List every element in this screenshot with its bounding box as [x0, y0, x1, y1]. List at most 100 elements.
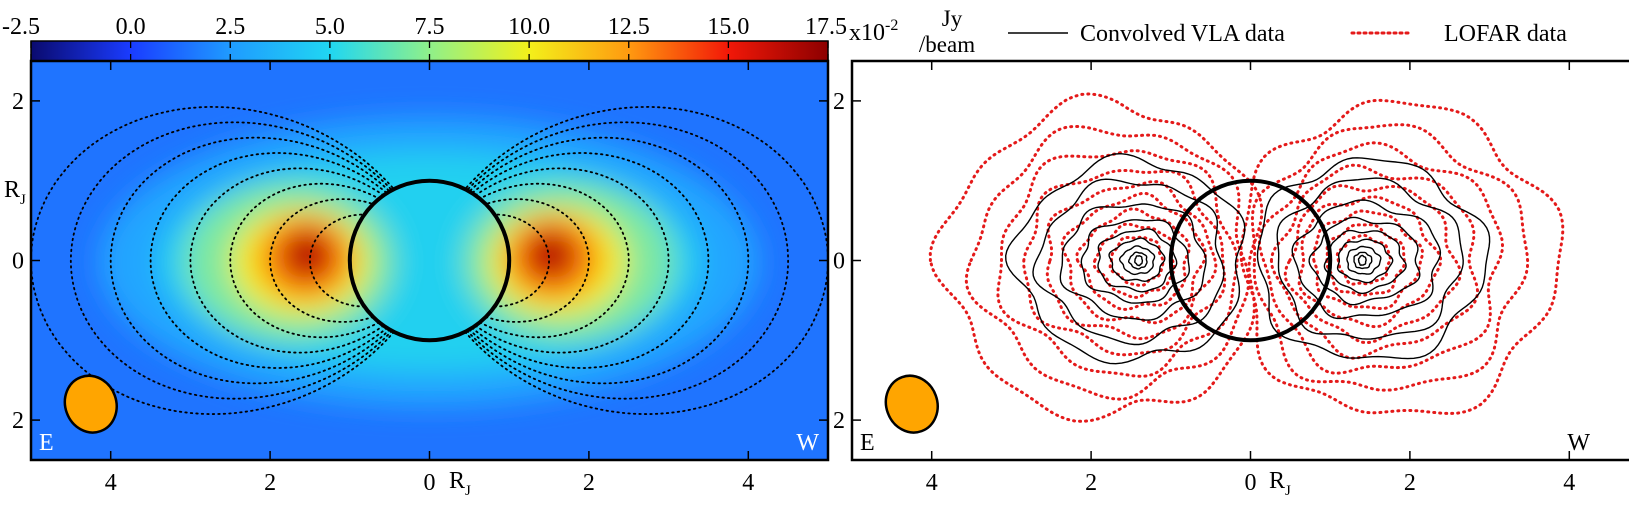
heatmap-y-label: RJ [4, 177, 26, 208]
field-line [69, 121, 393, 400]
x-tick-label: 4 [926, 470, 938, 496]
colorbar: -2.5 0.0 2.5 5.0 7.5 10.0 12.5 15.0 17.5 x10-2 J… [2, 6, 975, 62]
field-line [474, 167, 670, 354]
colorbar-tick-label: 12.5 [608, 14, 650, 40]
vla-contour-line [1357, 254, 1367, 266]
heatmap-x-label: RJ [449, 468, 471, 499]
heatmap-panel: E W 4 2 0 2 4 2 0 2 RJ RJ [4, 59, 830, 499]
lofar-contour-line [996, 149, 1239, 378]
y-tick-label: 2 [833, 408, 845, 434]
vla-contour-line [1118, 245, 1156, 276]
x-tick-label: 2 [1085, 470, 1097, 496]
x-tick-label: 2 [583, 470, 595, 496]
heatmap-emission [99, 117, 759, 407]
emission-core-left [293, 241, 317, 269]
field-line [468, 136, 750, 385]
field-line [308, 213, 366, 308]
lofar-contour-line [1239, 98, 1565, 416]
colorbar-tick-label: 15.0 [707, 14, 749, 40]
vla-contour-line [1336, 238, 1394, 284]
lofar-contour-line [1250, 123, 1530, 392]
vla-contour-line [1134, 255, 1144, 267]
colorbar-tick-label: 10.0 [508, 14, 550, 40]
vla-contour-line [1032, 178, 1225, 346]
x-tick-label: 4 [105, 470, 117, 496]
y-tick-label: 2 [12, 408, 24, 434]
field-line [149, 152, 388, 369]
x-tick-label: 2 [264, 470, 276, 496]
contour-x-label: RJ [1269, 468, 1291, 499]
colorbar-tick-label: 2.5 [215, 14, 245, 40]
field-line [109, 136, 391, 385]
field-line [464, 105, 828, 416]
vla-contour-line [1323, 229, 1407, 295]
field-line [493, 213, 551, 308]
field-lines [31, 105, 828, 416]
field-line [31, 105, 395, 416]
emission-core-right [541, 241, 565, 269]
corner-label-east: E [860, 430, 875, 456]
colorbar-tick-label: 0.0 [116, 14, 146, 40]
y-tick-label: 2 [833, 89, 845, 115]
colorbar-tick-label: 7.5 [415, 14, 445, 40]
vla-contour-line [1004, 152, 1246, 365]
vla-contour-line [1308, 216, 1421, 306]
vla-contours [1004, 152, 1491, 365]
legend-label-lofar: LOFAR data [1444, 21, 1567, 47]
lofar-contour-line [1108, 235, 1165, 287]
vla-contour-line [1108, 237, 1166, 283]
corner-label-east: E [39, 430, 54, 456]
contour-axis-ticks: 4 2 0 2 4 2 0 2 [833, 61, 1575, 496]
lofar-contour-line [1297, 195, 1443, 329]
x-tick-label: 4 [1563, 470, 1575, 496]
planet-disk [1168, 178, 1333, 343]
beam-ellipse [884, 374, 939, 434]
vla-contour-line [1276, 177, 1464, 340]
field-line [269, 198, 375, 323]
vla-contour-line [1346, 245, 1382, 275]
x-tick-label: 0 [424, 470, 436, 496]
lofar-contour-line [1311, 209, 1424, 311]
vla-contour-line [1127, 251, 1148, 270]
vla-contour-line [1080, 219, 1191, 304]
lofar-contour-line [1257, 141, 1505, 375]
lofar-contour-line [1060, 191, 1208, 325]
x-tick-label: 0 [1245, 470, 1257, 496]
legend: Convolved VLA data LOFAR data [1008, 21, 1567, 47]
vla-contour-line [1256, 157, 1491, 360]
field-line [478, 182, 630, 339]
heatmap-axis-ticks: 4 2 0 2 4 2 0 2 [12, 61, 828, 496]
colorbar-tick-label: 17.5 [805, 14, 847, 40]
lofar-contour-line [1335, 233, 1392, 286]
vla-contour-line [1291, 199, 1442, 320]
lofar-contour-line [964, 124, 1251, 401]
colorbar-unit-bottom: /beam [919, 32, 975, 57]
contour-panel: E W 4 2 0 2 4 2 0 2 RJ [833, 59, 1629, 499]
lofar-contour-line [928, 92, 1264, 423]
corner-label-west: W [796, 430, 819, 456]
y-tick-label: 0 [833, 249, 845, 275]
field-line [229, 182, 381, 339]
beam-ellipse [63, 374, 118, 434]
lofar-contour-line [1022, 169, 1227, 357]
vla-contour-line [1059, 203, 1207, 321]
lofar-contour-line [1269, 163, 1480, 360]
x-tick-label: 2 [1404, 470, 1416, 496]
lofar-contour-line [1283, 184, 1462, 345]
legend-label-vla: Convolved VLA data [1080, 21, 1285, 47]
field-line [484, 198, 590, 323]
y-tick-label: 0 [12, 249, 24, 275]
colorbar-tick-label: -2.5 [2, 14, 40, 40]
field-line [466, 121, 790, 400]
corner-label-west: W [1567, 430, 1590, 456]
lofar-contour-line [1075, 207, 1191, 311]
planet-disk [347, 178, 512, 343]
field-line [471, 152, 710, 369]
y-tick-label: 2 [12, 89, 24, 115]
colorbar-scale-label: x10-2 [849, 17, 898, 46]
vla-contour-line [1097, 228, 1178, 293]
field-line [189, 167, 385, 354]
x-tick-label: 4 [742, 470, 754, 496]
vla-contour-line [1353, 251, 1373, 270]
